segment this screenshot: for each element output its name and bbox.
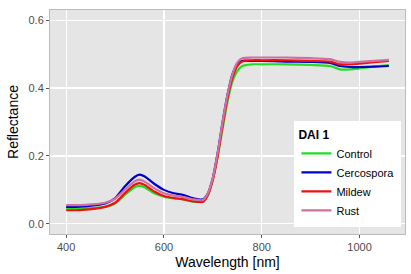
svg-text:0.0: 0.0	[29, 218, 44, 230]
svg-text:Cercospora: Cercospora	[336, 167, 394, 179]
svg-text:Reflectance: Reflectance	[5, 85, 21, 159]
svg-text:Mildew: Mildew	[336, 186, 370, 198]
svg-text:800: 800	[253, 241, 271, 253]
svg-text:0.2: 0.2	[29, 150, 44, 162]
svg-text:Control: Control	[336, 148, 371, 160]
svg-text:Wavelength [nm]: Wavelength [nm]	[175, 254, 280, 270]
svg-text:1000: 1000	[347, 241, 371, 253]
svg-text:Rust: Rust	[336, 205, 359, 217]
svg-text:600: 600	[155, 241, 173, 253]
svg-text:0.6: 0.6	[29, 14, 44, 26]
svg-text:DAI 1: DAI 1	[298, 128, 329, 142]
svg-text:400: 400	[57, 241, 75, 253]
svg-text:0.4: 0.4	[29, 82, 44, 94]
